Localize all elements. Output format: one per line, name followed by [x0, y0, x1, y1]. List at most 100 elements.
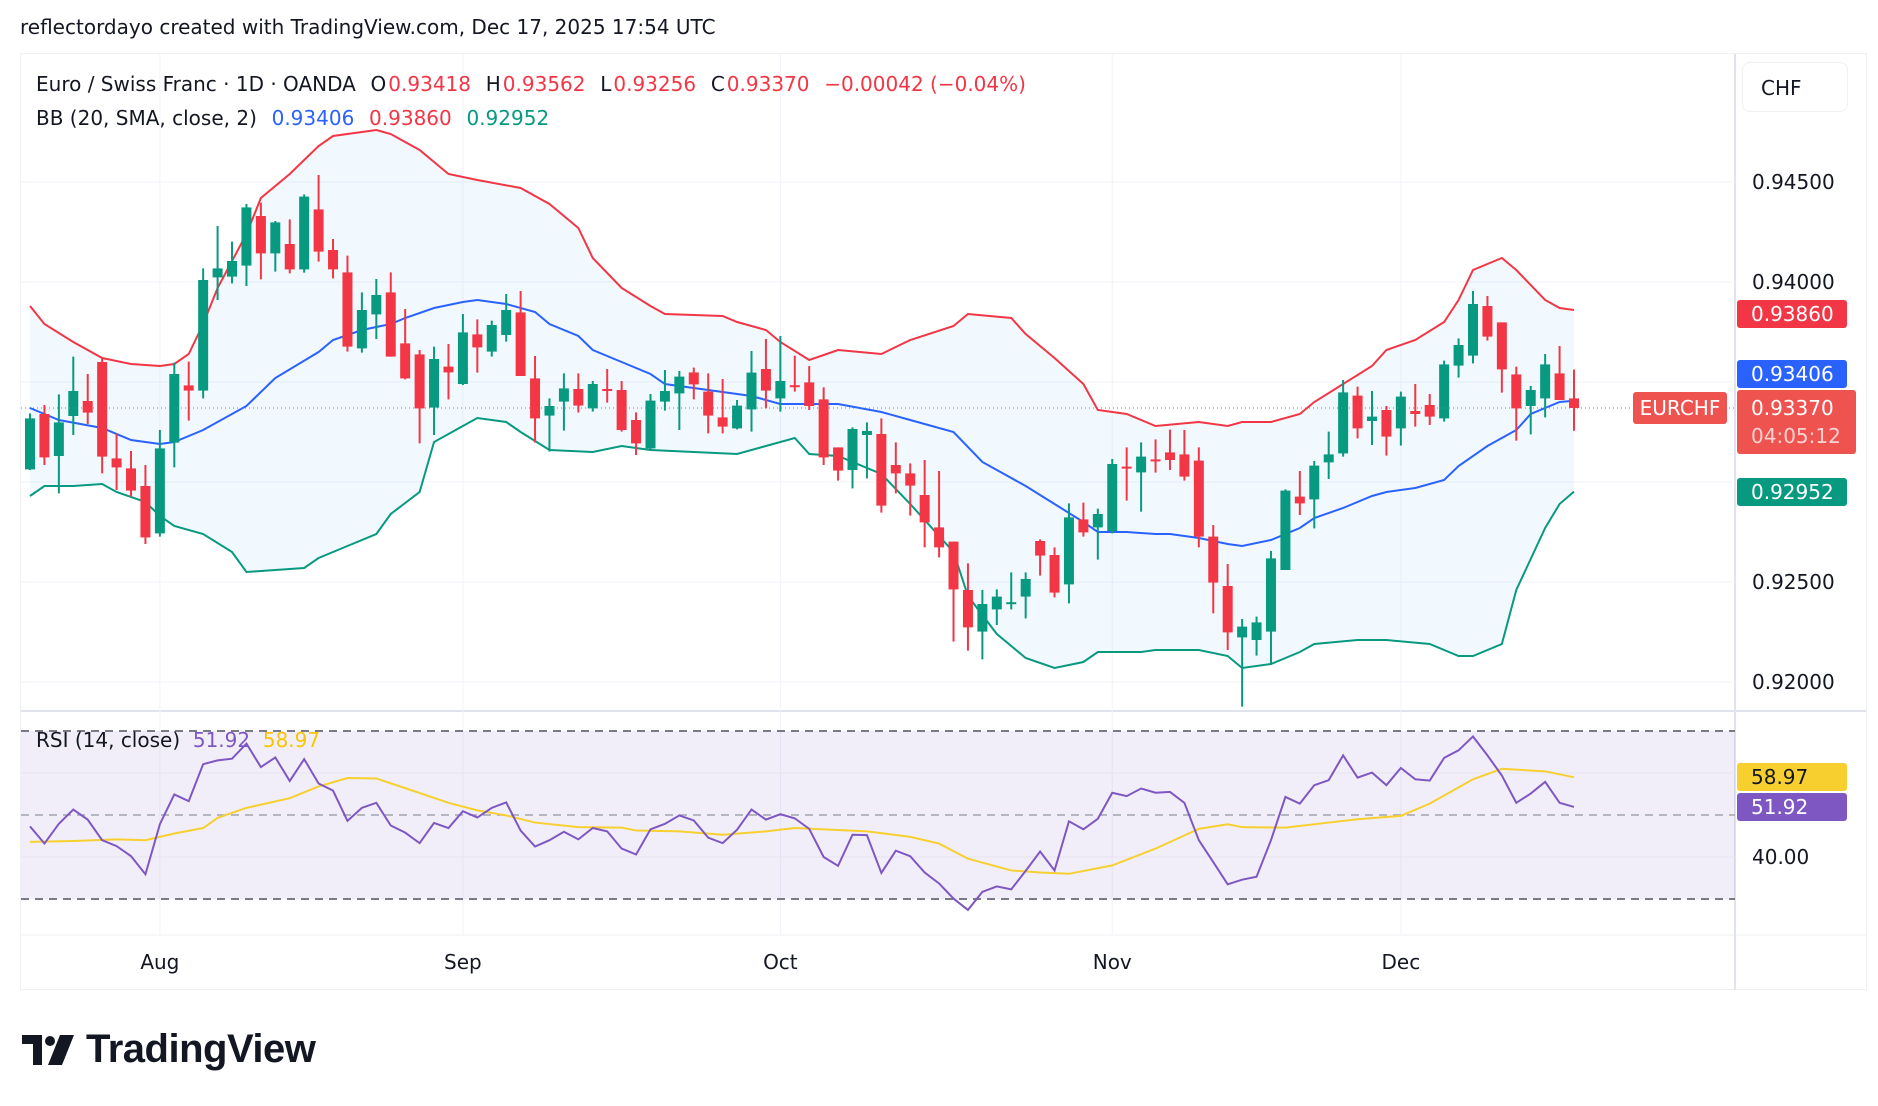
bb-basis-value: 0.93406: [271, 106, 355, 130]
candle-body: [1554, 373, 1565, 400]
candle-body: [1511, 374, 1522, 409]
last-price-tag: 0.93370 04:05:12: [1737, 390, 1856, 454]
rsi-value: 51.92: [192, 728, 251, 752]
rsi-ma-value: 58.97: [262, 728, 321, 752]
candle-body: [486, 325, 497, 352]
currency-button[interactable]: CHF: [1742, 62, 1848, 112]
candle-body: [631, 420, 642, 444]
candle-body: [717, 417, 728, 427]
candle-body: [948, 541, 959, 590]
candle-body: [140, 486, 151, 538]
candle-body: [97, 362, 108, 457]
candle-body: [1453, 345, 1464, 366]
candle-body: [544, 406, 555, 416]
candle-body: [645, 400, 656, 449]
time-axis-label: Dec: [1381, 950, 1421, 974]
bb-lower-value: 0.92952: [466, 106, 550, 130]
candle-body: [833, 447, 844, 471]
candle-body: [688, 372, 699, 385]
bb-lower-price-tag: 0.92952: [1737, 477, 1847, 506]
candle-body: [241, 207, 252, 266]
candle-body: [1092, 514, 1103, 528]
time-axis-label: Aug: [140, 950, 180, 974]
candle-body: [1381, 410, 1392, 437]
high-value: 0.93562: [502, 72, 586, 96]
candle-body: [270, 222, 281, 254]
candle-body: [1395, 396, 1406, 429]
bb-legend: BB (20, SMA, close, 2) 0.93406 0.93860 0…: [36, 106, 551, 130]
candle-body: [530, 378, 541, 419]
bb-lower-line: [29, 416, 1575, 670]
candle-body: [573, 389, 584, 406]
tradingview-logo[interactable]: TradingView: [22, 1027, 316, 1072]
candle-body: [1309, 465, 1320, 500]
candle-body: [501, 310, 512, 335]
candle-body: [818, 399, 829, 458]
candle-body: [515, 312, 526, 376]
rsi-line: [29, 734, 1575, 912]
candle-body: [1222, 586, 1233, 633]
candle-body: [255, 216, 266, 254]
candle-body: [1164, 452, 1175, 460]
candle-body: [1063, 517, 1074, 585]
rsi-label[interactable]: RSI (14, close): [36, 728, 181, 752]
candle-body: [1179, 454, 1190, 477]
logo-text: TradingView: [86, 1027, 316, 1071]
candle-body: [429, 359, 440, 408]
rsi-tag: 51.92: [1737, 793, 1847, 822]
candle-body: [68, 391, 79, 416]
candle-body: [558, 388, 569, 402]
candle-body: [732, 405, 743, 429]
candle-body: [1193, 460, 1204, 537]
bb-upper-value: 0.93860: [369, 106, 452, 130]
low-label: L: [600, 72, 612, 96]
candle-body: [1035, 541, 1046, 556]
symbol-tag: EURCHF: [1633, 392, 1727, 424]
bb-basis-price-tag: 0.93406: [1737, 360, 1847, 388]
candle-body: [1049, 555, 1060, 593]
candle-body: [385, 292, 396, 357]
candle-body: [1468, 304, 1478, 356]
candle-body: [587, 384, 598, 409]
candle-body: [1424, 405, 1435, 417]
bar-countdown: 04:05:12: [1751, 424, 1841, 448]
price-axis-label: 0.94000: [1752, 270, 1835, 294]
candle-body: [53, 422, 64, 456]
candle-body: [1251, 622, 1262, 640]
candle-body: [1496, 322, 1507, 370]
time-axis-label: Nov: [1092, 950, 1132, 974]
candle-body: [342, 272, 353, 347]
open-value: 0.93418: [388, 72, 472, 96]
close-label: C: [710, 72, 725, 96]
candle-body: [746, 372, 757, 410]
bb-label[interactable]: BB (20, SMA, close, 2): [36, 106, 257, 130]
candle-body: [169, 374, 180, 443]
candle-body: [861, 431, 872, 435]
candle-body: [876, 434, 887, 506]
candle-body: [198, 280, 209, 391]
high-label: H: [485, 72, 501, 96]
close-value: 0.93370: [726, 72, 810, 96]
candle-body: [674, 376, 685, 394]
candle-body: [1107, 464, 1118, 531]
candle-body: [977, 604, 988, 632]
symbol-title[interactable]: Euro / Swiss Franc · 1D · OANDA: [36, 72, 356, 96]
candle-body: [1439, 364, 1450, 419]
candle-body: [962, 590, 973, 628]
price-axis-label: 0.94500: [1752, 170, 1835, 194]
candle-body: [1294, 496, 1305, 504]
candle-body: [1006, 602, 1017, 605]
candle-body: [1366, 416, 1377, 421]
candle-body: [919, 495, 930, 523]
candle-body: [1338, 392, 1349, 454]
candle-body: [602, 389, 613, 391]
chart-credit: reflectordayo created with TradingView.c…: [20, 15, 716, 39]
candle-body: [328, 250, 339, 270]
candle-body: [760, 369, 771, 391]
candle-body: [1121, 466, 1132, 469]
candle-body: [1078, 519, 1089, 533]
bb-background-fill: [30, 130, 1575, 668]
tradingview-logo-icon: [22, 1034, 74, 1065]
candle-body: [1525, 390, 1536, 406]
